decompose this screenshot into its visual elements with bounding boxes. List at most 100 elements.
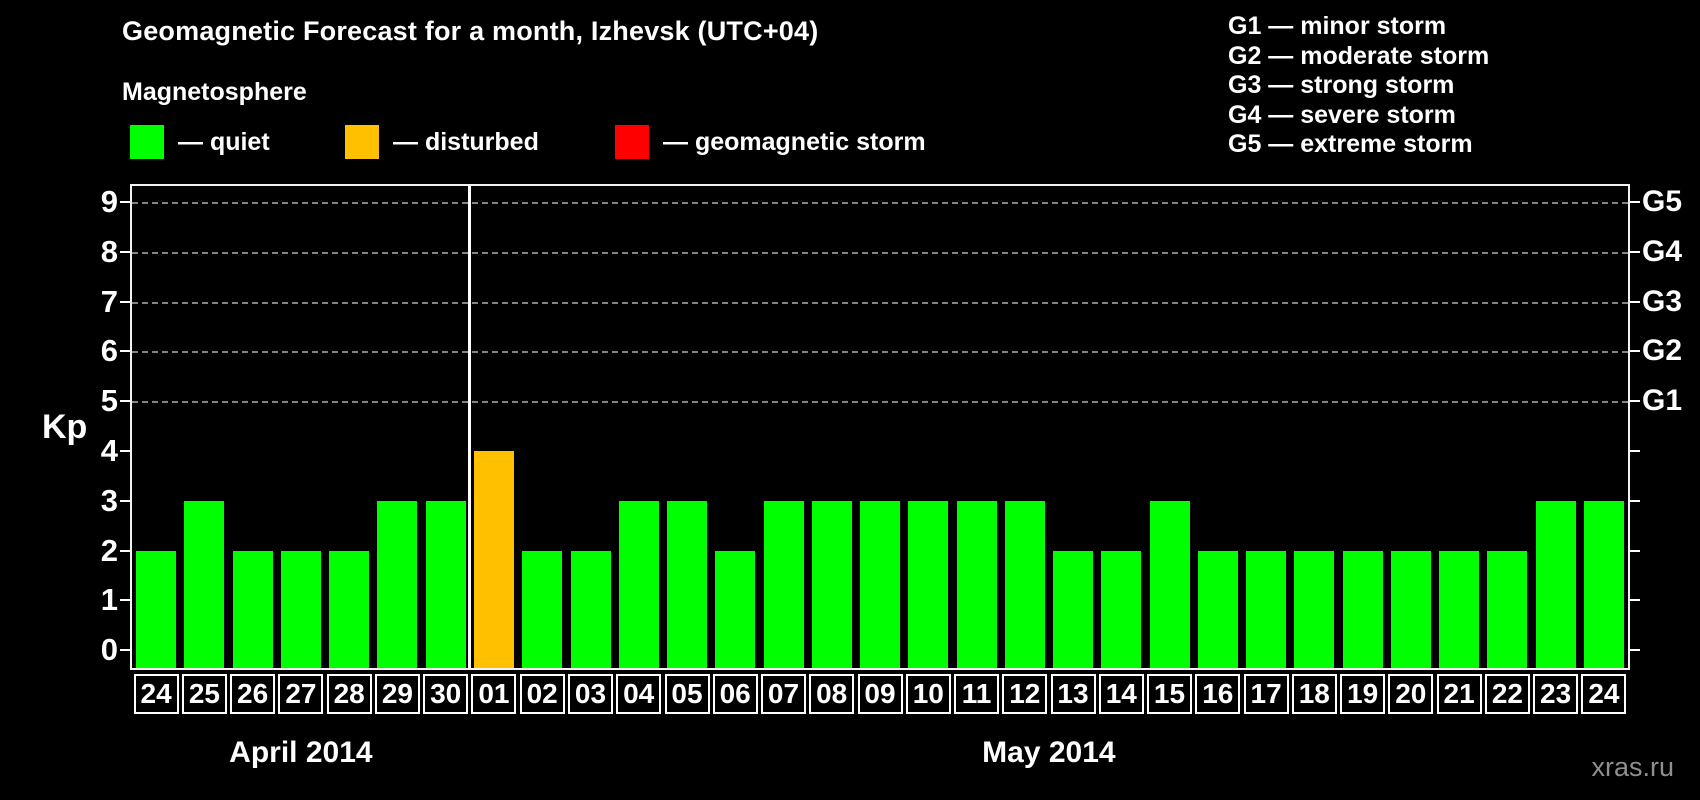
date-cell-07: 07: [761, 674, 806, 714]
gridline-kp-5: [132, 401, 1628, 404]
left-axis-tick-4: [120, 450, 130, 452]
y-tick-label-8: 8: [100, 233, 118, 269]
g-scale-line-g5: G5 — extreme storm: [1228, 130, 1473, 159]
y-tick-label-3: 3: [100, 482, 118, 518]
kp-bar-14: [1101, 550, 1142, 668]
status-legend: — quiet — disturbed — geomagnetic storm: [0, 124, 1100, 160]
date-cell-06: 06: [712, 674, 758, 714]
right-axis-tick-5: [1630, 400, 1640, 403]
date-cell-08: 08: [809, 674, 855, 714]
date-cell-10: 10: [905, 674, 951, 714]
kp-bar-26: [232, 550, 273, 668]
left-axis-tick-6: [120, 350, 130, 353]
date-cell-19: 19: [1340, 674, 1386, 714]
kp-bar-17: [1246, 550, 1287, 668]
kp-bar-15: [1149, 500, 1190, 668]
gridline-kp-6: [132, 351, 1628, 354]
month-label-may: May 2014: [982, 736, 1116, 769]
left-axis-tick-2: [120, 549, 130, 552]
month-separator: [468, 186, 472, 668]
date-cell-13: 13: [1050, 674, 1096, 714]
quiet-color-swatch: [130, 125, 164, 159]
right-axis-tick-9: [1630, 201, 1640, 204]
left-axis-tick-1: [120, 599, 130, 602]
date-cell-24: 24: [1581, 674, 1627, 714]
date-cell-27: 27: [278, 674, 324, 714]
gridline-kp-7: [132, 301, 1628, 304]
date-cell-30: 30: [423, 674, 469, 714]
date-axis-row: 24 25 26 27 28 29 30 01 02 03 04 05 06 07 08 09 10 11 12 13…: [130, 674, 1630, 720]
date-cell-14: 14: [1098, 674, 1144, 714]
kp-bar-04: [618, 500, 659, 668]
y-tick-label-6: 6: [100, 333, 118, 369]
left-axis-tick-8: [120, 250, 130, 253]
storm-color-swatch: [615, 125, 649, 159]
y-tick-label-5: 5: [100, 383, 118, 419]
kp-bar-23: [1535, 500, 1576, 668]
kp-bar-13: [1053, 550, 1093, 668]
y-tick-label-9: 9: [100, 184, 118, 220]
y-tick-label-2: 2: [100, 532, 118, 568]
y-tick-label-0: 0: [100, 632, 118, 668]
kp-bar-09: [860, 500, 900, 668]
kp-bar-28: [329, 550, 370, 668]
date-cell-01: 01: [471, 674, 517, 714]
kp-bar-18: [1294, 550, 1335, 668]
kp-bar-16: [1197, 550, 1238, 668]
kp-bar-03: [570, 550, 611, 668]
kp-bar-07: [763, 500, 804, 668]
right-axis-tick-8: [1630, 250, 1640, 253]
date-cell-23: 23: [1533, 674, 1579, 714]
kp-bar-22: [1487, 550, 1528, 668]
g-scale-legend: G1 — minor storm G2 — moderate storm G3 …: [1228, 12, 1489, 160]
date-cell-21: 21: [1436, 674, 1482, 714]
y-tick-label-4: 4: [100, 433, 118, 468]
left-axis-tick-0: [120, 649, 130, 652]
kp-bar-10: [908, 500, 949, 668]
date-cell-02: 02: [519, 674, 565, 714]
plot-area: 0 1 2 3 4 5 6 7 8 9 G1 G2 G3 G4 G5: [101, 184, 1682, 670]
g-axis-label-g3: G3: [1642, 284, 1683, 318]
right-axis-tick-0: [1630, 649, 1640, 652]
kp-bar-20: [1390, 550, 1431, 668]
right-axis-tick-1: [1630, 599, 1640, 602]
left-axis-tick-9: [120, 201, 130, 204]
chart-title: Geomagnetic Forecast for a month, Izhevs…: [122, 16, 819, 46]
date-cell-04: 04: [616, 674, 662, 714]
left-axis-tick-5: [120, 400, 130, 403]
right-axis-tick-2: [1630, 549, 1640, 552]
kp-bar-30: [425, 500, 466, 668]
left-axis-tick-3: [120, 499, 130, 502]
quiet-label: — quiet: [178, 127, 270, 156]
kp-bar-02: [522, 550, 563, 668]
g-axis-label-g2: G2: [1642, 334, 1683, 368]
date-cell-12: 12: [1002, 674, 1048, 714]
kp-bar-24: [136, 550, 177, 668]
g-scale-line-g3: G3 — strong storm: [1228, 71, 1455, 100]
kp-bar-06: [715, 550, 756, 668]
g-axis-label-g1: G1: [1642, 384, 1683, 418]
kp-bar-24: [1583, 500, 1624, 668]
right-axis-tick-4: [1630, 450, 1640, 452]
g-axis-label-g4: G4: [1642, 234, 1683, 268]
date-cell-09: 09: [857, 674, 903, 714]
g-scale-line-g1: G1 — minor storm: [1228, 12, 1447, 40]
date-cell-24: 24: [133, 674, 179, 714]
date-cell-29: 29: [374, 674, 420, 714]
g-scale-line-g2: G2 — moderate storm: [1228, 41, 1490, 70]
gridline-kp-8: [132, 251, 1628, 254]
month-label-april: April 2014: [229, 736, 373, 769]
date-cell-15: 15: [1147, 674, 1192, 714]
y-tick-label-7: 7: [100, 283, 118, 319]
date-cell-22: 22: [1484, 674, 1530, 714]
date-cell-17: 17: [1243, 674, 1289, 714]
g-axis-label-g5: G5: [1642, 185, 1683, 219]
date-cell-28: 28: [326, 674, 372, 714]
kp-bar-27: [280, 550, 321, 668]
g-scale-line-g4: G4 — severe storm: [1228, 100, 1456, 129]
storm-label: — geomagnetic storm: [663, 127, 926, 156]
gridline-kp-9: [132, 202, 1628, 205]
date-cell-05: 05: [664, 674, 710, 714]
kp-bar-01: [473, 451, 514, 668]
